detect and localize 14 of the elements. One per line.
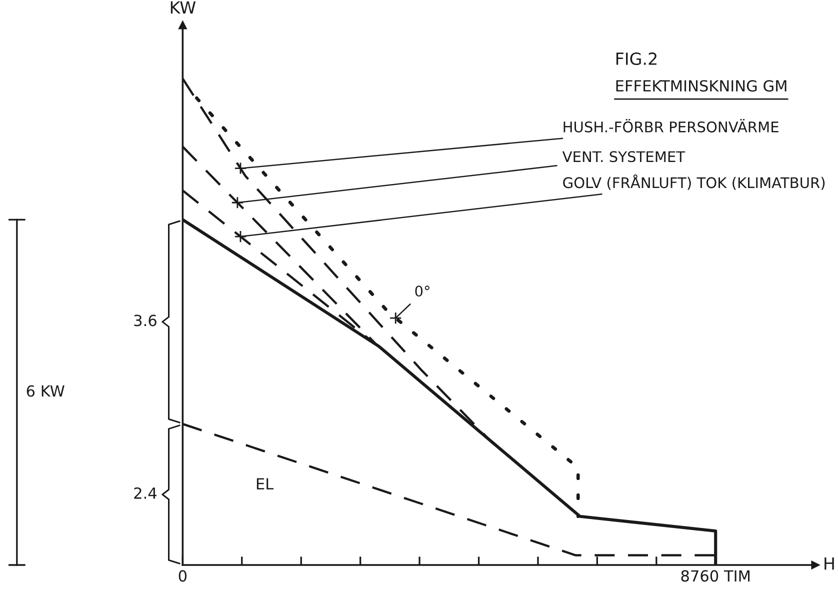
x-axis-title: H [824, 557, 834, 570]
text: 3.6 [134, 314, 156, 326]
x-tick-label: 8760 TIM [681, 570, 750, 582]
annotation: EL [256, 478, 274, 490]
text: VENT. SYSTEMET [562, 151, 686, 162]
y-axis-title: KW [170, 1, 196, 14]
series-label: 0° [415, 286, 430, 297]
text: HUSH.-FÖRBR PERSONVÄRME [564, 118, 778, 132]
text: 6 KW [26, 385, 64, 397]
text: GOLV (FRÅNLUFT) TOK (KLIMATBUR) [563, 174, 825, 190]
chart-title: FIG.2 [616, 52, 656, 66]
x-tick-label: 0 [178, 570, 187, 582]
text: 2.4 [134, 487, 157, 499]
chart-subtitle: EFFEKTMINSKNING GM [616, 80, 786, 92]
